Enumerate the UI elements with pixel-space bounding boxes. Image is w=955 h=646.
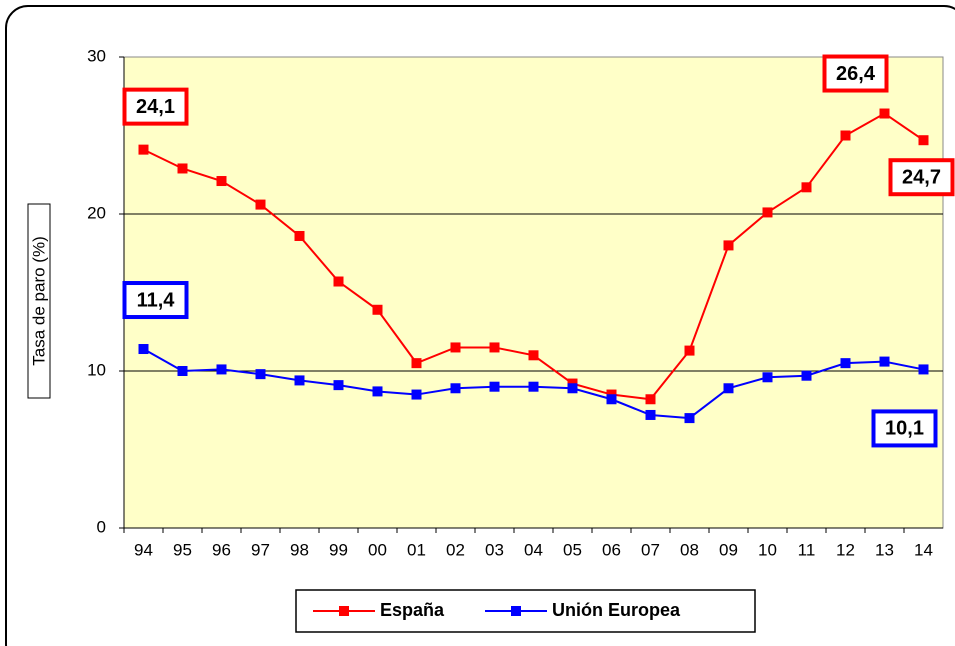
- plot-background: [123, 56, 944, 529]
- data-point: [138, 344, 149, 355]
- legend-marker: [339, 606, 349, 616]
- data-point: [723, 383, 734, 394]
- data-point: [801, 182, 812, 193]
- x-tick-label: 04: [524, 540, 543, 559]
- data-point: [918, 135, 929, 146]
- data-point: [762, 372, 773, 383]
- data-point: [528, 381, 539, 392]
- data-point: [216, 364, 227, 375]
- data-point: [840, 358, 851, 369]
- data-point: [255, 369, 266, 380]
- data-point: [333, 276, 344, 287]
- x-tick-label: 99: [329, 540, 348, 559]
- data-point: [918, 364, 929, 375]
- x-tick-label: 12: [836, 540, 855, 559]
- data-point: [489, 342, 500, 353]
- x-tick-label: 01: [407, 540, 426, 559]
- data-point: [138, 144, 149, 155]
- value-label: 24,7: [902, 166, 941, 188]
- data-point: [645, 409, 656, 420]
- x-tick-label: 94: [134, 540, 153, 559]
- y-tick-label: 10: [87, 360, 106, 379]
- data-point: [216, 176, 227, 187]
- x-tick-label: 02: [446, 540, 465, 559]
- x-tick-label: 00: [368, 540, 387, 559]
- value-label: 10,1: [885, 418, 924, 440]
- y-tick-label: 20: [87, 203, 106, 222]
- data-point: [528, 350, 539, 361]
- plot-area: [123, 56, 944, 529]
- x-tick-label: 96: [212, 540, 231, 559]
- data-point: [879, 356, 890, 367]
- data-point: [645, 394, 656, 405]
- value-label: 24,1: [136, 96, 175, 118]
- data-point: [294, 375, 305, 386]
- data-point: [255, 199, 266, 210]
- x-tick-label: 07: [641, 540, 660, 559]
- data-point: [684, 413, 695, 424]
- x-tick-label: 03: [485, 540, 504, 559]
- x-tick-label: 11: [798, 540, 816, 559]
- x-tick-label: 98: [290, 540, 309, 559]
- x-tick-label: 06: [602, 540, 621, 559]
- x-tick-label: 95: [173, 540, 192, 559]
- value-label: 26,4: [836, 63, 876, 85]
- legend-marker: [511, 606, 521, 616]
- y-tick-label: 0: [97, 517, 106, 536]
- data-point: [684, 345, 695, 356]
- legend-label: España: [380, 600, 445, 620]
- data-point: [450, 342, 461, 353]
- value-label-box: [122, 87, 189, 126]
- data-point: [606, 394, 617, 405]
- value-label: 11,4: [137, 289, 176, 311]
- value-label-box: [888, 158, 955, 197]
- data-point: [177, 366, 188, 376]
- data-point: [372, 304, 383, 315]
- x-tick-label: 13: [875, 540, 894, 559]
- data-point: [177, 163, 188, 174]
- data-point: [801, 370, 812, 381]
- data-point: [411, 389, 422, 400]
- data-point: [723, 240, 734, 251]
- value-label-box: [122, 281, 189, 320]
- data-point: [333, 380, 344, 391]
- x-tick-label: 05: [563, 540, 582, 559]
- value-label-box: [871, 409, 938, 448]
- legend-label: Unión Europea: [552, 600, 681, 620]
- data-point: [294, 230, 305, 241]
- data-point: [489, 381, 500, 392]
- data-point: [762, 207, 773, 218]
- data-point: [450, 383, 461, 394]
- data-point: [567, 383, 578, 394]
- x-tick-label: 97: [251, 540, 270, 559]
- y-axis-label: Tasa de paro (%): [29, 236, 48, 365]
- x-tick-label: 10: [758, 540, 777, 559]
- y-tick-label: 30: [87, 46, 106, 65]
- x-tick-label: 09: [719, 540, 738, 559]
- data-point: [879, 108, 890, 119]
- data-point: [411, 358, 422, 369]
- x-tick-label: 14: [914, 540, 933, 559]
- y-label-box: [27, 203, 51, 399]
- data-point: [372, 386, 383, 397]
- data-point: [840, 130, 851, 141]
- x-tick-label: 08: [680, 540, 699, 559]
- value-label-box: [822, 54, 889, 93]
